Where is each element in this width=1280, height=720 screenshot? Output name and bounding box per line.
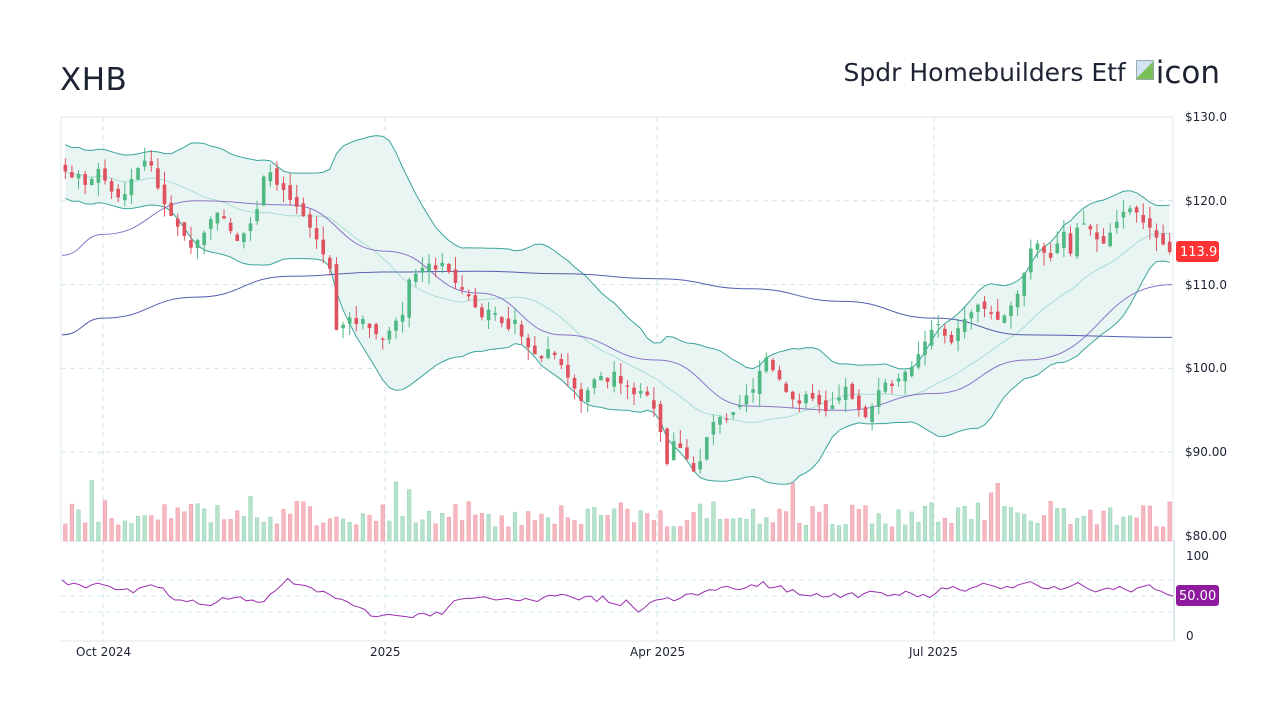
rsi-axis-label-0: 0	[1186, 629, 1194, 643]
last-price-badge: 113.9	[1176, 241, 1219, 262]
candlesticks	[63, 147, 1172, 474]
broken-image-icon: icon	[1135, 55, 1220, 91]
time-axis-label: 2025	[370, 645, 401, 659]
volume-bars	[63, 480, 1172, 542]
rsi-panel	[61, 577, 1174, 619]
rsi-value-badge: 50.00	[1176, 585, 1219, 606]
broken-image-glyph-icon	[1135, 60, 1154, 80]
security-full-name: Spdr Homebuilders Etf	[843, 58, 1126, 87]
last-price-value: 113.9	[1180, 245, 1217, 260]
price-axis-label: $110.0	[1185, 278, 1227, 292]
chart-axes: $130.0 $120.0 $110.0 $100.0 $90.00 $80.0…	[76, 110, 1227, 659]
rsi-axis-label-100: 100	[1186, 549, 1209, 563]
time-axis-label: Apr 2025	[630, 645, 685, 659]
time-axis-label: Oct 2024	[76, 645, 131, 659]
price-axis-label: $90.00	[1185, 445, 1227, 459]
price-axis-label: $80.00	[1185, 529, 1227, 543]
time-axis-label: Jul 2025	[908, 645, 958, 659]
price-axis-label: $120.0	[1185, 194, 1227, 208]
price-axis-label: $100.0	[1185, 361, 1227, 375]
moving-averages	[61, 200, 1173, 411]
price-axis-label: $130.0	[1185, 110, 1227, 124]
ticker-symbol: XHB	[60, 62, 128, 98]
rsi-last-value: 50.00	[1179, 589, 1216, 604]
icon-alt-text: icon	[1155, 55, 1220, 91]
bollinger-bands	[65, 135, 1170, 485]
security-name-block: Spdr Homebuilders Etf icon	[844, 58, 1220, 89]
